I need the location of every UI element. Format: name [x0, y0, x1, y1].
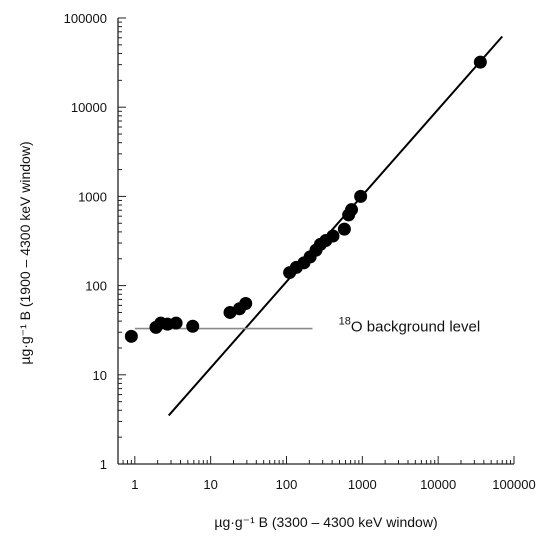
x-axis-title: µg·g⁻¹ B (3300 – 4300 keV window): [214, 514, 437, 530]
annotation-superscript: 18: [339, 316, 351, 328]
data-point: [239, 296, 253, 310]
y-tick-label: 1000: [78, 189, 107, 204]
y-tick-label: 10: [93, 368, 107, 383]
y-axis-title: µg·g⁻¹ B (1900 – 4300 keV window): [17, 141, 33, 364]
x-tick-label: 100000: [492, 477, 535, 492]
data-point: [473, 55, 487, 69]
x-tick-label: 10: [203, 477, 217, 492]
data-point: [345, 203, 359, 217]
text-labels: 1 10 100 1000 10000 100000 1 10 100 1000 10000 1000…: [17, 11, 536, 530]
reference-lines: [134, 35, 504, 417]
data-points: [124, 55, 487, 343]
data-point: [124, 329, 138, 343]
y-tick-label: 10000: [71, 100, 107, 115]
axis-ticks: [117, 17, 515, 465]
y-tick-label: 100: [85, 279, 107, 294]
x-tick-label: 100: [276, 477, 298, 492]
x-tick-label: 10000: [420, 477, 456, 492]
data-point: [326, 229, 340, 243]
background-level-annotation: 18O background level: [339, 316, 481, 336]
x-tick-label: 1000: [348, 477, 377, 492]
axes: [117, 18, 514, 465]
data-point: [337, 222, 351, 236]
fit-line: [167, 35, 504, 417]
y-tick-label: 1: [100, 457, 107, 472]
annotation-text: O background level: [351, 319, 480, 336]
data-point: [186, 319, 200, 333]
x-tick-label: 1: [131, 477, 138, 492]
y-tick-label: 100000: [64, 11, 107, 26]
data-point: [169, 316, 183, 330]
data-point: [354, 189, 368, 203]
